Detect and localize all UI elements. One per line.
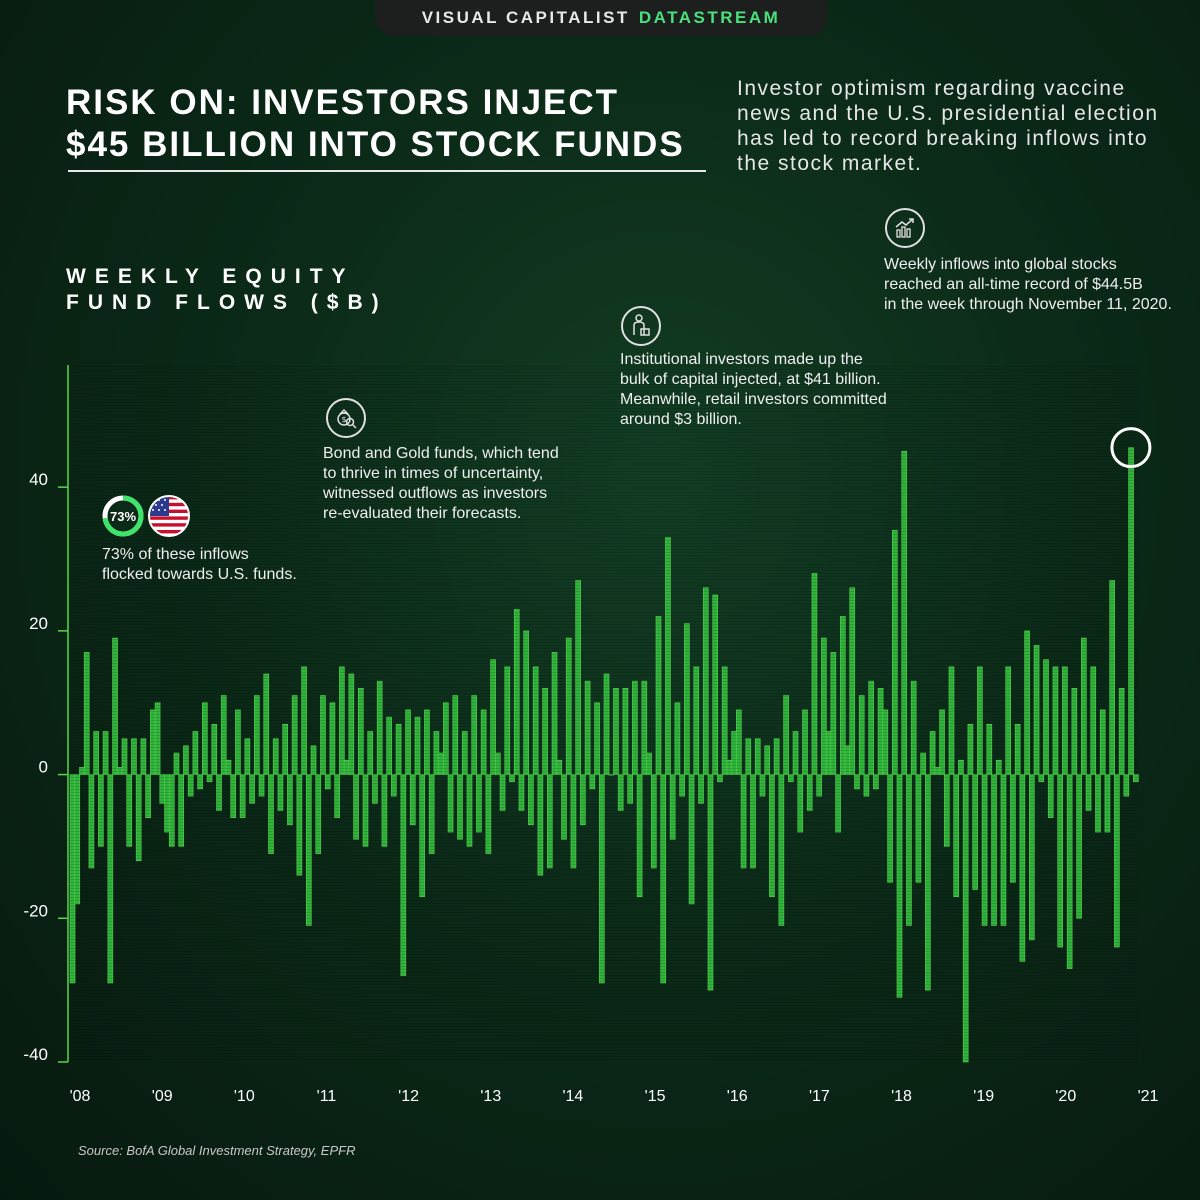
percent-ring-label: 73% (109, 508, 137, 524)
svg-text:$: $ (341, 415, 346, 424)
source-note: Source: BofA Global Investment Strategy,… (78, 1143, 356, 1158)
y-tick-label: 20 (29, 614, 48, 633)
x-tick-label: '12 (398, 1088, 419, 1105)
page-title-line-2: $45 BILLION INTO STOCK FUNDS (66, 125, 685, 164)
rising-chart-icon (885, 208, 925, 248)
investor-briefcase-icon (621, 306, 661, 346)
x-tick-label: '16 (727, 1088, 748, 1105)
scanline-overlay (70, 365, 1138, 1062)
brand-banner: VISUAL CAPITALIST DATASTREAM (375, 0, 827, 36)
page-title-line-1: RISK ON: INVESTORS INJECT (66, 83, 620, 122)
y-tick-label: 40 (29, 470, 48, 489)
us-share-annotation: 73% of these inflows flocked towards U.S… (102, 545, 297, 585)
bond-gold-line-4: re-evaluated their forecasts. (323, 505, 522, 522)
x-tick-label: '19 (973, 1088, 994, 1105)
us-share-text-line-1: 73% of these inflows (102, 546, 249, 563)
x-tick-label: '08 (70, 1088, 91, 1105)
page-title: RISK ON: INVESTORS INJECT $45 BILLION IN… (66, 82, 726, 166)
bond-gold-line-2: to thrive in times of uncertainty, (323, 465, 544, 482)
page-subtitle: Investor optimism regarding vaccine news… (737, 77, 1159, 175)
chart-title-line-1: WEEKLY EQUITY (66, 265, 355, 288)
chart-title-line-2: FUND FLOWS ($B) (66, 291, 388, 314)
x-tick-label: '17 (809, 1088, 830, 1105)
record-highlight-circle (1110, 427, 1152, 469)
y-tick-label: -40 (23, 1045, 48, 1064)
percent-ring-icon (102, 495, 144, 537)
bond-gold-line-3: witnessed outflows as investors (323, 485, 548, 502)
record-line-1: Weekly inflows into global stocks (884, 256, 1117, 273)
x-tick-label: '20 (1055, 1088, 1076, 1105)
us-flag-icon (148, 495, 190, 537)
y-tick-label: -20 (23, 901, 48, 920)
x-tick-label: '15 (645, 1088, 666, 1105)
institutional-annotation: Institutional investors made up the bulk… (620, 350, 887, 430)
brand-name: VISUAL CAPITALIST (421, 8, 630, 27)
x-tick-label: '11 (317, 1088, 337, 1105)
record-annotation: Weekly inflows into global stocks reache… (884, 255, 1172, 315)
institutional-line-4: around $3 billion. (620, 411, 742, 428)
us-share-text-line-2: flocked towards U.S. funds. (102, 566, 297, 583)
bond-gold-line-1: Bond and Gold funds, which tend (323, 445, 559, 462)
institutional-line-3: Meanwhile, retail investors committed (620, 391, 887, 408)
money-bag-search-icon: $ (326, 398, 366, 438)
x-tick-label: '09 (152, 1088, 173, 1105)
chart-axes: 40 20 0 -20 -40 '08 '09 '10 '11 '12 '13 '14 '15 '16 '1… (23, 365, 1159, 1105)
chart-bars (69, 365, 1139, 1063)
x-tick-label: '18 (891, 1088, 912, 1105)
record-line-3: in the week through November 11, 2020. (884, 296, 1172, 313)
chart-title: WEEKLY EQUITY FUND FLOWS ($B) (66, 264, 446, 316)
record-line-2: reached an all-time record of $44.5B (884, 276, 1143, 293)
x-tick-label: '13 (480, 1088, 501, 1105)
institutional-line-2: bulk of capital injected, at $41 billion… (620, 371, 881, 388)
bond-gold-annotation: Bond and Gold funds, which tend to thriv… (323, 444, 559, 524)
x-tick-label: '14 (562, 1088, 583, 1105)
y-tick-label: 0 (39, 758, 48, 777)
title-divider (68, 170, 706, 172)
x-tick-label: '10 (234, 1088, 255, 1105)
institutional-line-1: Institutional investors made up the (620, 351, 863, 368)
x-tick-label: '21 (1138, 1088, 1159, 1105)
brand-product: DATASTREAM (638, 8, 781, 27)
